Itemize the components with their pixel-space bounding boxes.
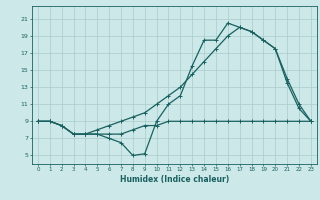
- X-axis label: Humidex (Indice chaleur): Humidex (Indice chaleur): [120, 175, 229, 184]
